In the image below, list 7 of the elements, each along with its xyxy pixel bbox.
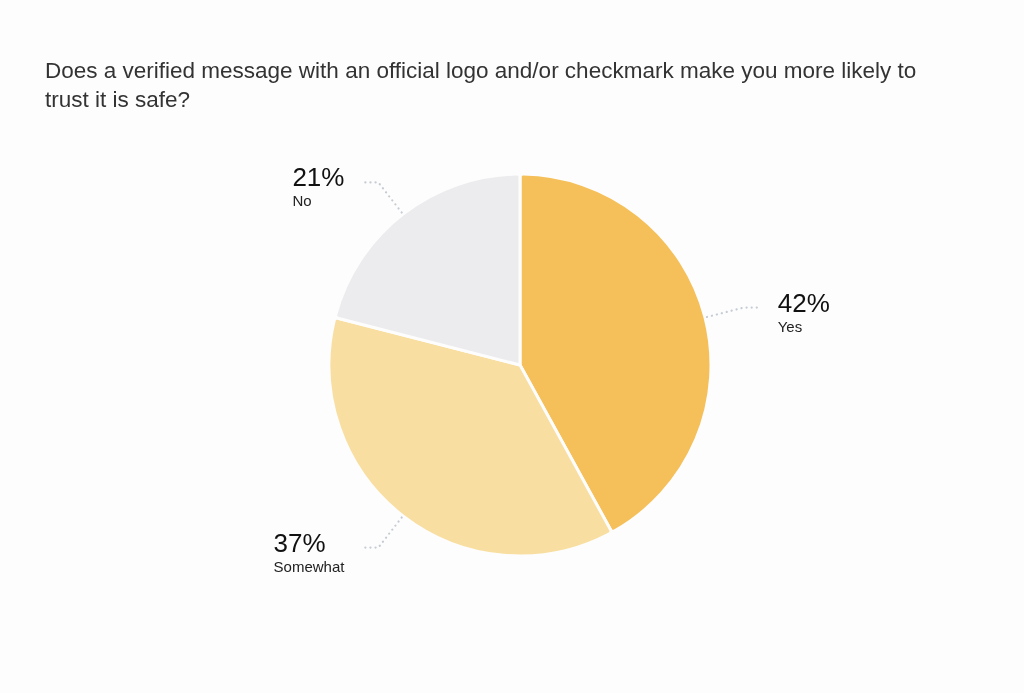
slice-label: No [292, 192, 312, 210]
slice-label: Somewhat [273, 557, 346, 575]
slice-label: Yes [777, 317, 803, 335]
data-label: 37% [273, 527, 326, 558]
data-label: 21% [292, 162, 345, 193]
data-label: 42% [777, 287, 830, 318]
chart-title: Does a verified message with an official logo and/or checkmark make you more likely to trust it is safe? [45, 58, 917, 112]
